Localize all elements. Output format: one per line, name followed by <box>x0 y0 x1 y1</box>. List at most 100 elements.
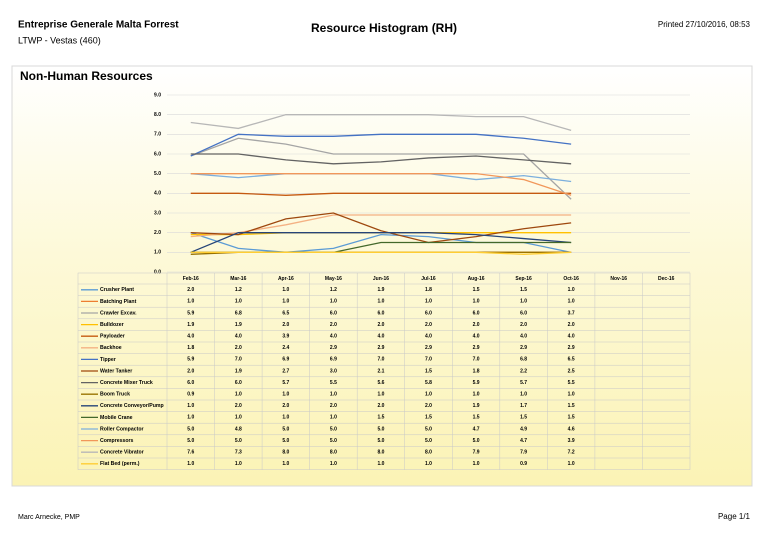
value-label: 4.0 <box>473 334 480 340</box>
value-label: 7.9 <box>520 450 527 456</box>
value-label: 2.0 <box>377 403 384 409</box>
value-label: 1.9 <box>473 403 480 409</box>
value-label: 1.0 <box>377 299 384 305</box>
y-tick-label: 1.0 <box>154 250 161 256</box>
value-label: 2.0 <box>473 322 480 328</box>
y-tick-label: 5.0 <box>154 171 161 177</box>
value-label: 1.7 <box>520 403 527 409</box>
value-label: 5.5 <box>330 380 337 386</box>
value-label: 0.9 <box>187 392 194 398</box>
y-tick-label: 7.0 <box>154 132 161 138</box>
value-label: 2.9 <box>425 345 432 351</box>
value-label: 2.9 <box>520 345 527 351</box>
chart-frame <box>11 65 753 487</box>
value-label: 4.0 <box>187 334 194 340</box>
value-label: 1.0 <box>282 392 289 398</box>
y-tick-label: 9.0 <box>154 92 161 98</box>
value-label: 3.0 <box>330 368 337 374</box>
value-label: 1.0 <box>282 299 289 305</box>
series-line <box>190 133 572 157</box>
value-label: 2.2 <box>520 368 527 374</box>
value-label: 8.0 <box>425 450 432 456</box>
value-label: 7.0 <box>473 357 480 363</box>
legend-label: Boom Truck <box>100 392 130 398</box>
value-label: 6.5 <box>568 357 575 363</box>
value-label: 6.8 <box>520 357 527 363</box>
value-label: 5.0 <box>187 426 194 432</box>
series-line <box>190 137 572 200</box>
value-label: 1.8 <box>473 368 480 374</box>
value-label: 1.5 <box>425 415 432 421</box>
value-label: 2.7 <box>282 368 289 374</box>
value-label: 4.0 <box>425 334 432 340</box>
table-bg <box>77 272 691 470</box>
project: LTWP - Vestas (460) <box>18 35 101 45</box>
y-tick-label: 2.0 <box>154 230 161 236</box>
value-label: 7.0 <box>425 357 432 363</box>
value-label: 1.2 <box>235 287 242 293</box>
x-tick-label: Nov-16 <box>610 276 627 282</box>
value-label: 3.9 <box>568 438 575 444</box>
value-label: 5.0 <box>330 426 337 432</box>
value-label: 1.0 <box>187 461 194 467</box>
legend-label: Mobile Crane <box>100 415 133 421</box>
value-label: 1.0 <box>425 392 432 398</box>
value-label: 1.0 <box>187 403 194 409</box>
value-label: 5.0 <box>377 438 384 444</box>
value-label: 0.9 <box>520 461 527 467</box>
company: Entreprise Generale Malta Forrest <box>18 20 179 31</box>
x-tick-label: Oct-16 <box>563 276 579 282</box>
value-label: 1.9 <box>235 322 242 328</box>
value-label: 6.0 <box>235 380 242 386</box>
value-label: 6.0 <box>330 310 337 316</box>
value-label: 5.0 <box>473 438 480 444</box>
value-label: 1.0 <box>187 415 194 421</box>
value-label: 1.0 <box>235 392 242 398</box>
value-label: 1.0 <box>520 299 527 305</box>
value-label: 8.0 <box>330 450 337 456</box>
value-label: 5.0 <box>425 426 432 432</box>
value-label: 5.0 <box>282 426 289 432</box>
value-label: 2.0 <box>425 403 432 409</box>
x-tick-label: Dec-16 <box>658 276 675 282</box>
value-label: 1.0 <box>568 287 575 293</box>
value-label: 1.8 <box>425 287 432 293</box>
value-label: 5.0 <box>282 438 289 444</box>
value-label: 1.0 <box>330 392 337 398</box>
x-tick-label: Jul-16 <box>421 276 436 282</box>
value-label: 1.0 <box>282 415 289 421</box>
value-label: 2.0 <box>425 322 432 328</box>
value-label: 1.0 <box>425 299 432 305</box>
value-label: 1.0 <box>282 461 289 467</box>
value-label: 1.5 <box>377 415 384 421</box>
value-label: 1.5 <box>473 287 480 293</box>
value-label: 1.0 <box>473 392 480 398</box>
series-line <box>190 192 572 196</box>
value-label: 4.0 <box>330 334 337 340</box>
value-label: 2.0 <box>520 322 527 328</box>
value-label: 6.8 <box>235 310 242 316</box>
value-label: 1.0 <box>568 461 575 467</box>
value-label: 2.1 <box>377 368 384 374</box>
y-tick-label: 6.0 <box>154 151 161 157</box>
value-label: 4.6 <box>568 426 575 432</box>
value-label: 1.8 <box>187 345 194 351</box>
legend-label: Crusher Plant <box>100 287 134 293</box>
value-label: 1.0 <box>568 299 575 305</box>
legend-label: Flat Bed (perm.) <box>100 461 140 467</box>
value-label: 2.0 <box>377 322 384 328</box>
value-label: 1.5 <box>473 415 480 421</box>
value-label: 3.7 <box>568 310 575 316</box>
value-label: 5.0 <box>425 438 432 444</box>
value-label: 2.9 <box>568 345 575 351</box>
legend-label: Concrete Vibrator <box>100 450 144 456</box>
legend-label: Payloader <box>100 334 125 340</box>
value-label: 1.0 <box>377 392 384 398</box>
value-label: 2.9 <box>473 345 480 351</box>
value-label: 4.7 <box>520 438 527 444</box>
x-tick-label: Apr-16 <box>278 276 294 282</box>
report-title: Resource Histogram (RH) <box>311 21 457 35</box>
x-tick-label: Jun-16 <box>373 276 389 282</box>
